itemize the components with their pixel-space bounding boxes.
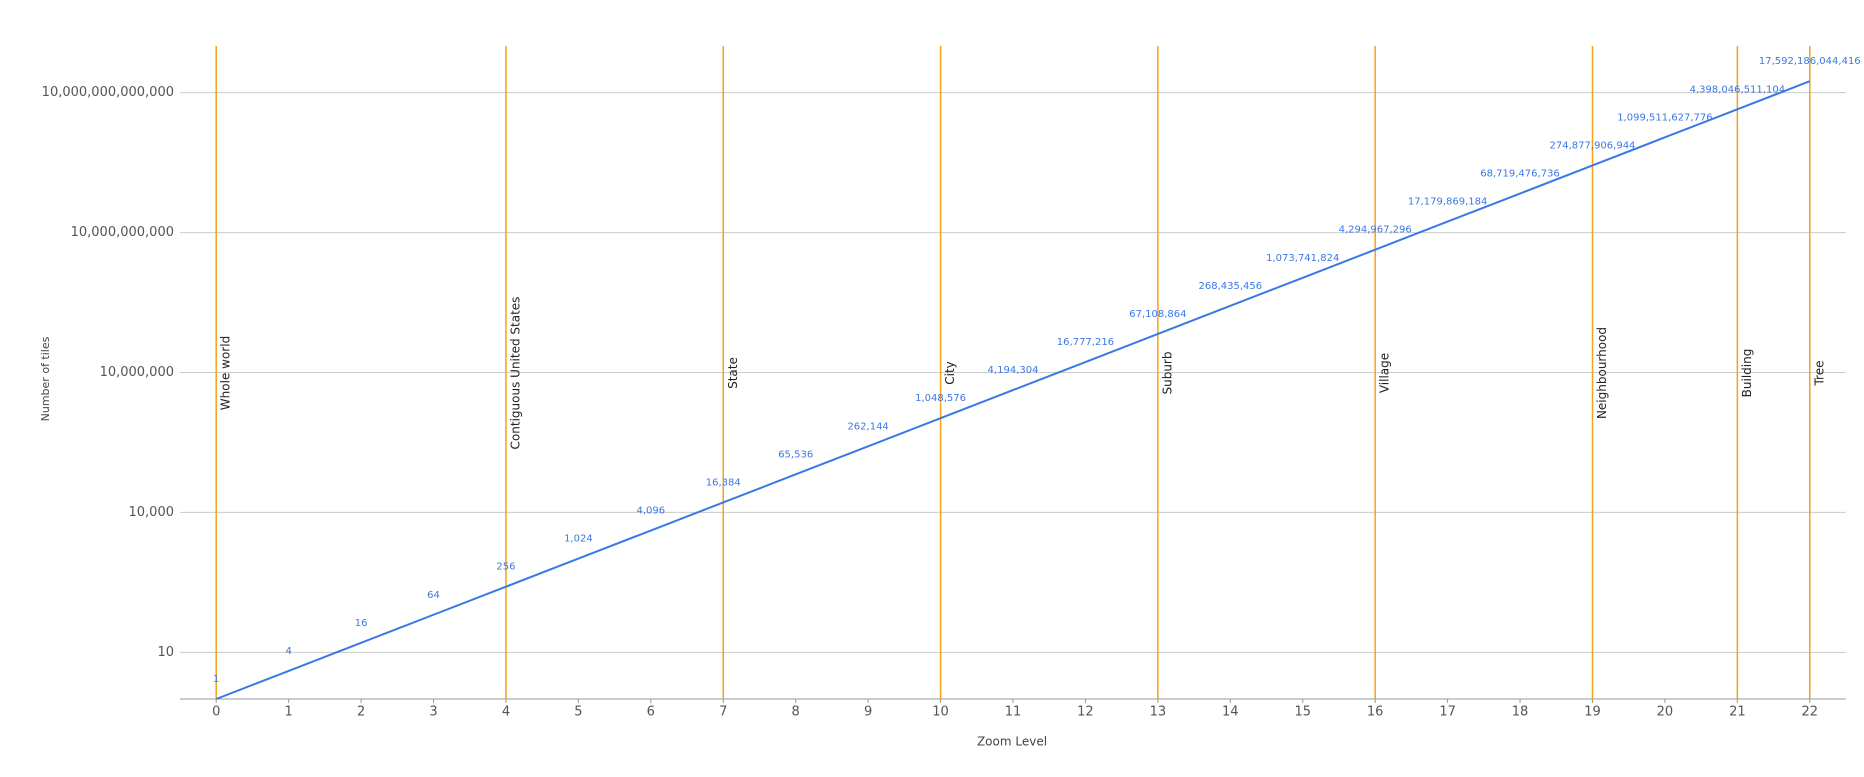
- x-axis-title: Zoom Level: [977, 735, 1047, 749]
- data-label: 1: [213, 674, 219, 685]
- x-tick-label: 8: [792, 705, 800, 720]
- data-label: 274,877,906,944: [1550, 140, 1636, 151]
- annotation-label: Village: [1378, 353, 1392, 393]
- data-label: 4,294,967,296: [1339, 225, 1412, 236]
- data-label: 17,592,186,044,416: [1759, 56, 1861, 67]
- x-tick-label: 10: [932, 705, 949, 720]
- data-label: 17,179,869,184: [1408, 197, 1488, 208]
- x-tick-label: 19: [1584, 705, 1601, 720]
- data-label: 16,384: [706, 477, 741, 488]
- x-tick-label: 9: [864, 705, 872, 720]
- x-tick-label: 11: [1005, 705, 1022, 720]
- x-tick-label: 17: [1439, 705, 1456, 720]
- data-label: 1,048,576: [915, 393, 966, 404]
- x-tick-label: 14: [1222, 705, 1239, 720]
- x-tick-label: 6: [647, 705, 655, 720]
- annotation-label: City: [943, 361, 957, 385]
- y-tick-label: 10: [157, 645, 174, 660]
- data-label: 262,144: [847, 421, 888, 432]
- x-tick-label: 13: [1150, 705, 1167, 720]
- annotation-label: Whole world: [219, 336, 233, 410]
- y-tick-label: 10,000,000,000: [71, 225, 174, 240]
- x-tick-label: 20: [1657, 705, 1674, 720]
- annotation-label: State: [726, 357, 740, 389]
- x-tick-label: 4: [502, 705, 510, 720]
- y-tick-label: 10,000,000,000,000: [42, 85, 174, 100]
- x-tick-label: 5: [574, 705, 582, 720]
- x-tick-label: 0: [212, 705, 220, 720]
- x-tick-label: 22: [1802, 705, 1819, 720]
- x-tick-label: 18: [1512, 705, 1529, 720]
- x-tick-label: 1: [285, 705, 293, 720]
- x-tick-label: 2: [357, 705, 365, 720]
- y-axis-title: Number of tiles: [39, 336, 52, 421]
- data-label: 64: [427, 590, 440, 601]
- data-label: 256: [496, 562, 515, 573]
- annotation-label: Suburb: [1160, 352, 1174, 395]
- data-label: 4: [285, 646, 291, 657]
- data-label: 4,194,304: [988, 365, 1039, 376]
- data-label: 67,108,864: [1129, 309, 1186, 320]
- data-label: 1,073,741,824: [1266, 253, 1339, 264]
- annotation-label: Neighbourhood: [1595, 327, 1609, 419]
- x-tick-label: 3: [429, 705, 437, 720]
- x-tick-label: 15: [1294, 705, 1311, 720]
- data-line: [215, 80, 1811, 700]
- data-label: 1,099,511,627,776: [1617, 112, 1712, 123]
- data-label: 68,719,476,736: [1480, 169, 1560, 180]
- data-label: 16,777,216: [1057, 337, 1114, 348]
- x-tick-label: 16: [1367, 705, 1384, 720]
- data-label: 4,398,046,511,104: [1690, 84, 1785, 95]
- x-tick-label: 21: [1729, 705, 1746, 720]
- data-label: 65,536: [778, 449, 813, 460]
- annotation-label: Contiguous United States: [508, 297, 522, 450]
- data-label: 268,435,456: [1198, 281, 1262, 292]
- annotation-label: Tree: [1812, 360, 1826, 386]
- data-label: 16: [355, 618, 368, 629]
- data-label: 1,024: [564, 534, 593, 545]
- data-label: 4,096: [637, 506, 666, 517]
- annotation-label: Building: [1740, 349, 1754, 398]
- y-tick-label: 10,000,000: [100, 365, 174, 380]
- x-tick-label: 7: [719, 705, 727, 720]
- y-tick-label: 10,000: [129, 505, 175, 520]
- x-tick-label: 12: [1077, 705, 1094, 720]
